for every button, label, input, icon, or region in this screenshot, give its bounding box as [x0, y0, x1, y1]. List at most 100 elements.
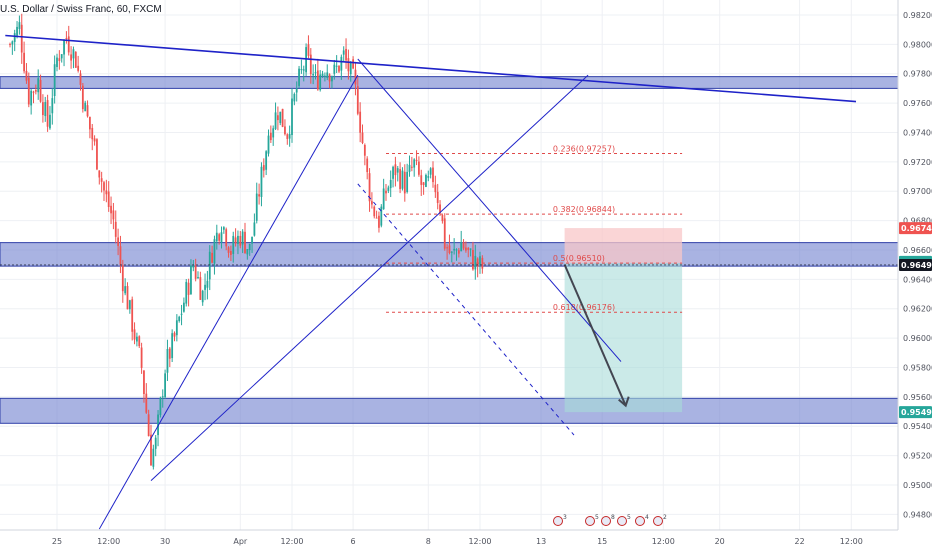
- candle-body: [44, 102, 47, 117]
- candle-body: [363, 144, 366, 156]
- candle-body: [356, 86, 359, 114]
- candle-body: [345, 48, 347, 61]
- candle-body: [11, 41, 14, 45]
- candle-body: [77, 65, 80, 71]
- candle-body: [450, 251, 453, 253]
- candle-body: [215, 232, 218, 242]
- candle-body: [418, 161, 420, 175]
- candle-body: [152, 448, 155, 467]
- candle-body: [274, 112, 277, 129]
- candle-body: [354, 69, 357, 85]
- candle-body: [446, 247, 448, 249]
- candle-body: [251, 236, 253, 244]
- candle-body: [319, 74, 322, 90]
- candle-body: [373, 206, 376, 217]
- candle-body: [13, 33, 16, 42]
- candle-body: [246, 249, 249, 255]
- candle-body: [300, 69, 303, 71]
- candle-body: [474, 255, 477, 270]
- candle-body: [401, 170, 404, 189]
- candle-body: [74, 51, 77, 68]
- candle-body: [321, 73, 324, 76]
- candle-body: [49, 114, 51, 129]
- candle-body: [258, 194, 260, 197]
- candle-body: [192, 265, 195, 268]
- event-count: 3: [563, 514, 567, 521]
- candle-body: [63, 40, 65, 55]
- x-tick-label: 12:00: [840, 537, 863, 546]
- candle-body: [314, 72, 317, 74]
- y-tick-label: 0.94800: [903, 510, 932, 519]
- candle-body: [425, 174, 427, 187]
- candle-body: [248, 244, 251, 251]
- candle-body: [436, 191, 439, 203]
- candle-body: [234, 237, 237, 244]
- stop-loss-zone: [564, 228, 683, 264]
- candle-body: [366, 158, 369, 173]
- candle-body: [37, 78, 40, 93]
- event-count: 2: [663, 514, 667, 521]
- candle-body: [206, 280, 209, 288]
- candle-body: [93, 138, 96, 142]
- candle-body: [131, 299, 134, 332]
- event-count: 5: [595, 514, 599, 521]
- candle-body: [434, 184, 437, 193]
- candle-body: [335, 65, 338, 67]
- time-axis-bg: [0, 530, 932, 550]
- trend-line-wide-ascending: [150, 74, 589, 481]
- candle-body: [239, 235, 242, 246]
- candle-body: [237, 235, 239, 244]
- candle-body: [469, 248, 472, 250]
- x-tick-label: 30: [160, 537, 170, 546]
- candle-body: [190, 265, 192, 295]
- candle-body: [164, 373, 166, 398]
- candle-body: [375, 217, 378, 219]
- event-count: 8: [611, 514, 615, 521]
- candle-body: [389, 179, 392, 189]
- candle-body: [220, 232, 223, 243]
- candle-body: [262, 165, 265, 171]
- candle-body: [349, 62, 352, 75]
- candle-body: [457, 250, 460, 254]
- candle-body: [387, 187, 390, 191]
- candle-body: [46, 100, 49, 127]
- candle-body: [27, 77, 30, 105]
- candle-body: [286, 134, 289, 139]
- zone-resistance: [0, 76, 899, 89]
- candle-body: [453, 248, 456, 251]
- candle-body: [147, 414, 150, 437]
- candle-body: [51, 98, 54, 114]
- candle-body: [117, 237, 119, 246]
- candle-body: [34, 90, 37, 92]
- candle-body: [143, 370, 145, 394]
- candle-body: [225, 229, 228, 247]
- candle-body: [32, 91, 35, 93]
- candle-body: [67, 36, 70, 53]
- candle-body: [312, 73, 315, 76]
- candle-body: [295, 88, 298, 93]
- candle-body: [394, 164, 397, 176]
- candle-body: [232, 235, 235, 254]
- candle-body: [91, 127, 94, 140]
- candle-body: [331, 76, 333, 82]
- candle-body: [100, 178, 103, 182]
- candle-body: [443, 218, 446, 249]
- candle-body: [347, 58, 350, 72]
- candle-body: [288, 133, 291, 139]
- event-count: 5: [627, 514, 631, 521]
- candle-body: [159, 397, 162, 416]
- candle-body: [380, 206, 383, 226]
- candle-body: [81, 85, 84, 110]
- price-label: 0.95496: [901, 408, 932, 417]
- fib-level-label: 0.236(0.97257): [553, 144, 615, 153]
